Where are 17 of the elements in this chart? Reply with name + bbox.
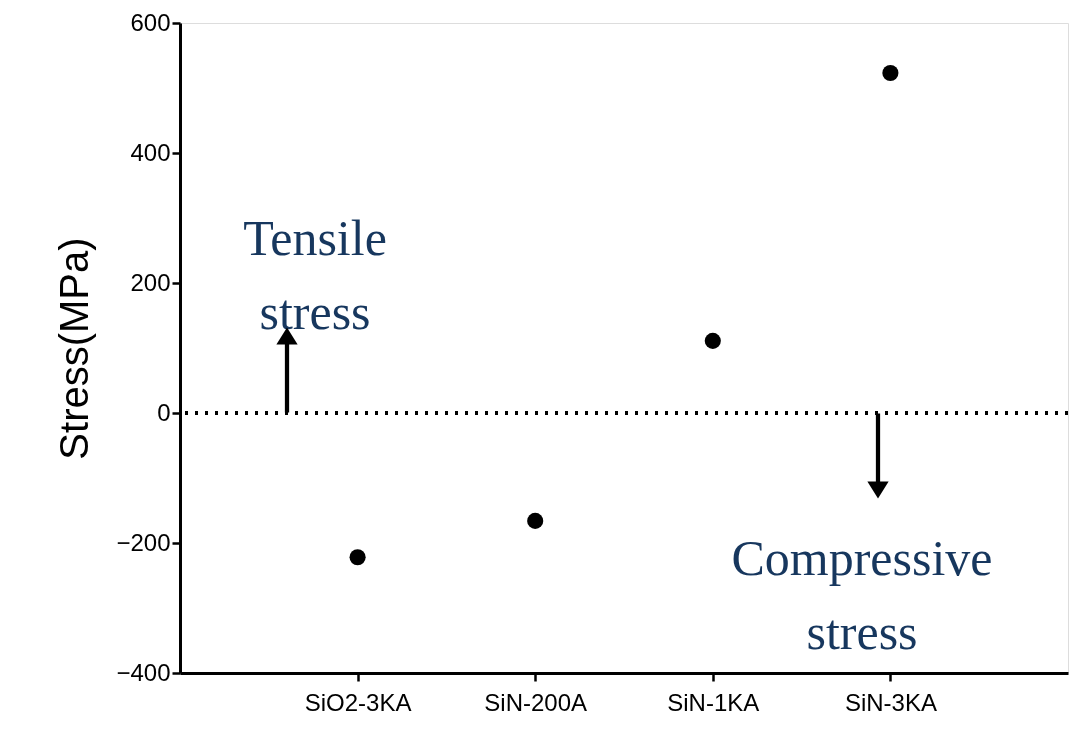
point [704, 332, 721, 349]
point [527, 512, 544, 529]
y-tick-label: −400 [116, 658, 171, 686]
point [882, 65, 899, 82]
y-tick-label: 400 [130, 138, 171, 166]
x-tick-label: SiN-3KA [844, 688, 937, 716]
x-tick-label: SiN-1KA [667, 688, 760, 716]
y-tick-label: 600 [130, 8, 171, 36]
y-tick-label: 200 [130, 268, 171, 296]
y-tick-label: −200 [116, 528, 171, 556]
y-axis-title: Stress(MPa) [52, 237, 97, 460]
annotation: Tensile stress [243, 210, 387, 340]
y-tick-label: 0 [157, 398, 171, 426]
x-tick-label: SiO2-3KA [304, 688, 412, 716]
annotation: Compressive stress [731, 530, 993, 660]
x-tick-label: SiN-200A [484, 688, 588, 716]
point [349, 549, 366, 566]
